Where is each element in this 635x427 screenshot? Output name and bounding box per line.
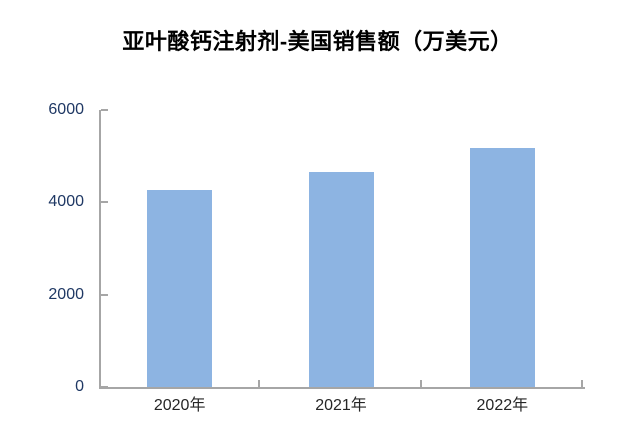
y-axis-label: 4000: [48, 193, 84, 211]
y-tick-mark: [101, 109, 108, 111]
x-tick-mark: [258, 380, 261, 387]
x-tick-mark: [419, 380, 422, 387]
x-axis-label: 2020年: [153, 397, 206, 414]
x-axis-label: 2021年: [315, 397, 367, 414]
y-axis-label: 2000: [48, 285, 84, 303]
y-axis-label: 0: [75, 378, 84, 395]
plot-area: [99, 110, 585, 389]
y-tick-mark: [101, 201, 108, 204]
x-axis-label: 2022年: [476, 397, 529, 414]
bar: [469, 148, 535, 387]
y-tick-mark: [101, 386, 108, 388]
chart-title: 亚叶酸钙注射剂-美国销售额（万美元）: [122, 29, 513, 54]
x-tick-mark: [581, 380, 583, 387]
y-tick-mark: [101, 293, 108, 296]
bar: [308, 171, 374, 387]
bar: [147, 189, 213, 387]
y-axis-label: 6000: [48, 101, 84, 118]
